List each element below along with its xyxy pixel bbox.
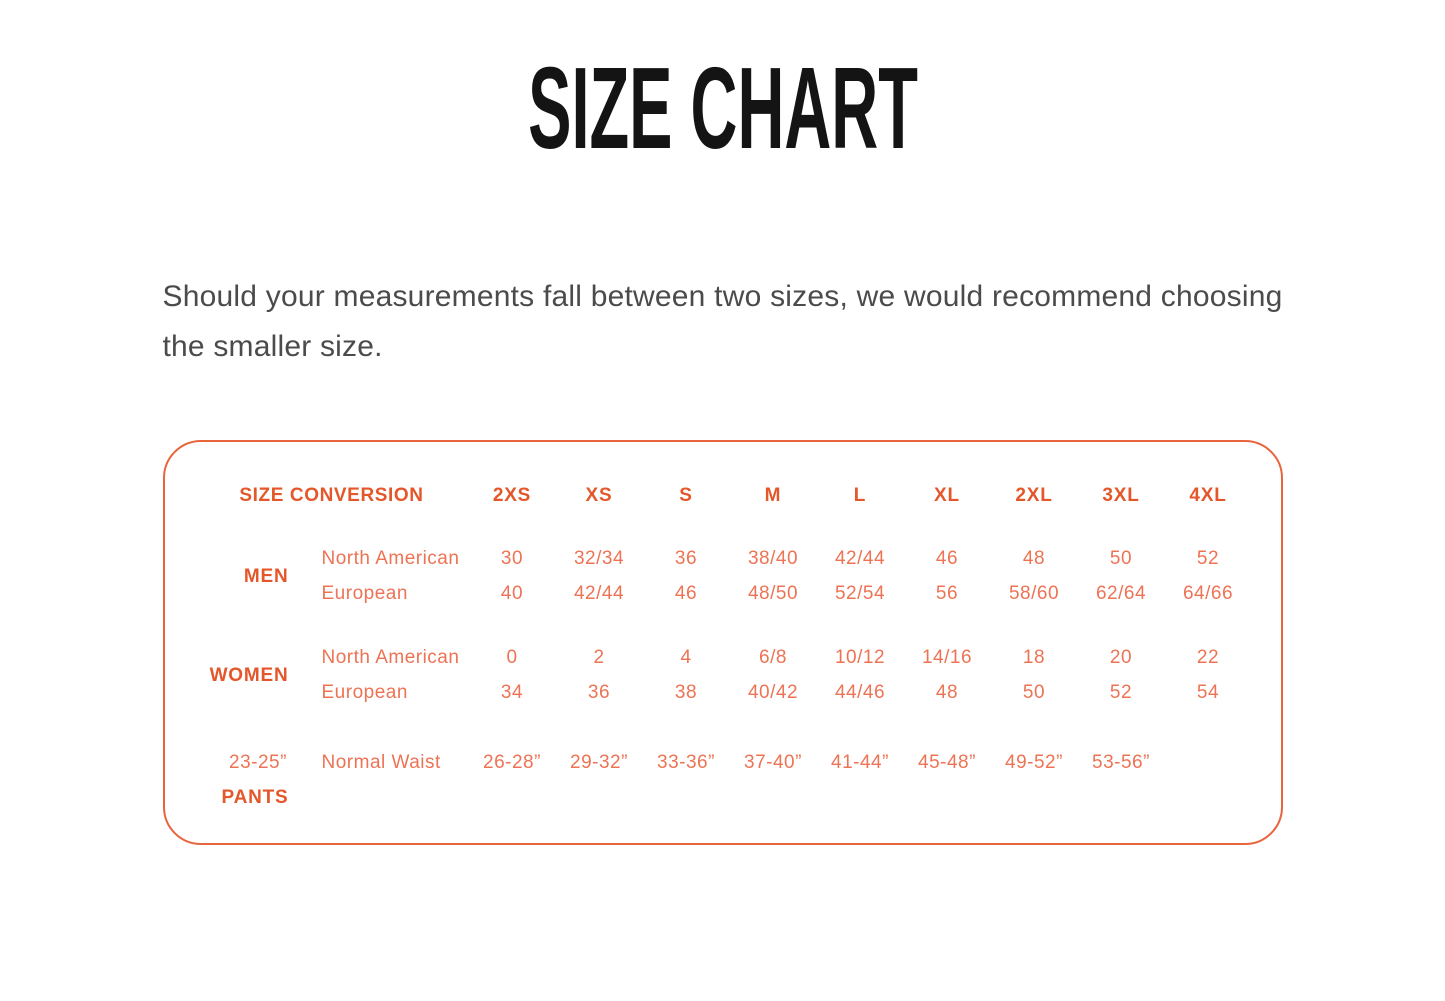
women-na-value: 0	[506, 647, 518, 668]
size-col-xs: XS	[585, 485, 613, 506]
women-eu-value: 40/42	[747, 682, 799, 703]
women-eu-row-label: European	[321, 682, 408, 703]
size-col-4xl: 4XL	[1189, 485, 1227, 506]
men-eu-value: 40	[500, 583, 524, 604]
women-eu-value: 50	[1022, 682, 1046, 703]
men-eu-value: 56	[935, 583, 959, 604]
women-group-label: WOMEN	[209, 664, 289, 686]
size-col-s: S	[679, 485, 693, 506]
men-eu-value: 46	[674, 583, 698, 604]
men-na-value: 30	[500, 548, 524, 569]
women-eu-value: 34	[500, 682, 524, 703]
women-eu-value: 44/46	[834, 682, 886, 703]
intro-text: Should your measurements fall between tw…	[162, 280, 1283, 363]
women-na-value: 18	[1022, 647, 1046, 668]
pants-value: 49-52”	[1005, 752, 1063, 773]
men-eu-value: 58/60	[1008, 583, 1060, 604]
men-eu-value: 52/54	[834, 583, 886, 604]
women-na-value: 20	[1109, 647, 1133, 668]
size-col-xl: XL	[934, 485, 960, 506]
women-na-value: 10/12	[834, 647, 886, 668]
women-na-value: 22	[1196, 647, 1220, 668]
size-col-3xl: 3XL	[1102, 485, 1140, 506]
women-na-value: 6/8	[759, 647, 787, 668]
men-na-row-label: North American	[321, 548, 460, 569]
pants-value: 26-28”	[483, 752, 541, 773]
women-eu-value: 48	[935, 682, 959, 703]
men-na-value: 52	[1196, 548, 1220, 569]
men-na-value: 42/44	[834, 548, 886, 569]
size-conversion-label: SIZE CONVERSION	[239, 485, 424, 506]
men-na-value: 48	[1022, 548, 1046, 569]
women-eu-value: 52	[1109, 682, 1133, 703]
size-chart-page: SIZE CHART Should your measurements fall…	[162, 42, 1283, 845]
size-chart-panel: SIZE CONVERSION 2XS XS S M L XL 2XL 3XL …	[162, 440, 1283, 845]
pants-section: PANTS Normal Waist 23-25” 26-28” 29-32” …	[195, 752, 1256, 809]
pants-value: 37-40”	[744, 752, 802, 773]
men-na-value: 32/34	[573, 548, 625, 569]
women-na-row-label: North American	[321, 647, 460, 668]
women-na-value: 14/16	[921, 647, 973, 668]
size-chart-header-row: SIZE CONVERSION 2XS XS S M L XL 2XL 3XL …	[195, 485, 1256, 507]
pants-value: 53-56”	[1092, 752, 1150, 773]
men-na-value: 38/40	[747, 548, 799, 569]
men-eu-value: 62/64	[1095, 583, 1147, 604]
men-na-value: 50	[1109, 548, 1133, 569]
men-section: MEN North American 30 32/34 36 38/40 42/…	[195, 548, 1256, 605]
pants-group-label: PANTS	[221, 787, 289, 808]
women-section: WOMEN North American 0 2 4 6/8 10/12 14/…	[195, 647, 1256, 704]
pants-value: 41-44”	[831, 752, 889, 773]
size-col-2xl: 2XL	[1015, 485, 1053, 506]
pants-row-label: Normal Waist	[321, 752, 441, 773]
men-eu-value: 48/50	[747, 583, 799, 604]
women-na-value: 4	[680, 647, 692, 668]
pants-value: 45-48”	[918, 752, 976, 773]
men-eu-value: 42/44	[573, 583, 625, 604]
women-eu-value: 38	[674, 682, 698, 703]
women-na-value: 2	[593, 647, 605, 668]
women-eu-value: 54	[1196, 682, 1220, 703]
page-title-text: SIZE CHART	[527, 42, 918, 173]
size-col-2xs: 2XS	[492, 485, 532, 506]
men-group-label: MEN	[243, 565, 289, 587]
pants-value: 29-32”	[570, 752, 628, 773]
men-na-value: 46	[935, 548, 959, 569]
pants-value: 33-36”	[657, 752, 715, 773]
page-title: SIZE CHART	[163, 42, 1283, 173]
size-col-m: M	[764, 485, 782, 506]
men-eu-row-label: European	[321, 583, 408, 604]
size-col-l: L	[853, 485, 867, 506]
pants-value: 23-25”	[229, 752, 287, 773]
men-na-value: 36	[674, 548, 698, 569]
men-eu-value: 64/66	[1182, 583, 1234, 604]
women-eu-value: 36	[587, 682, 611, 703]
